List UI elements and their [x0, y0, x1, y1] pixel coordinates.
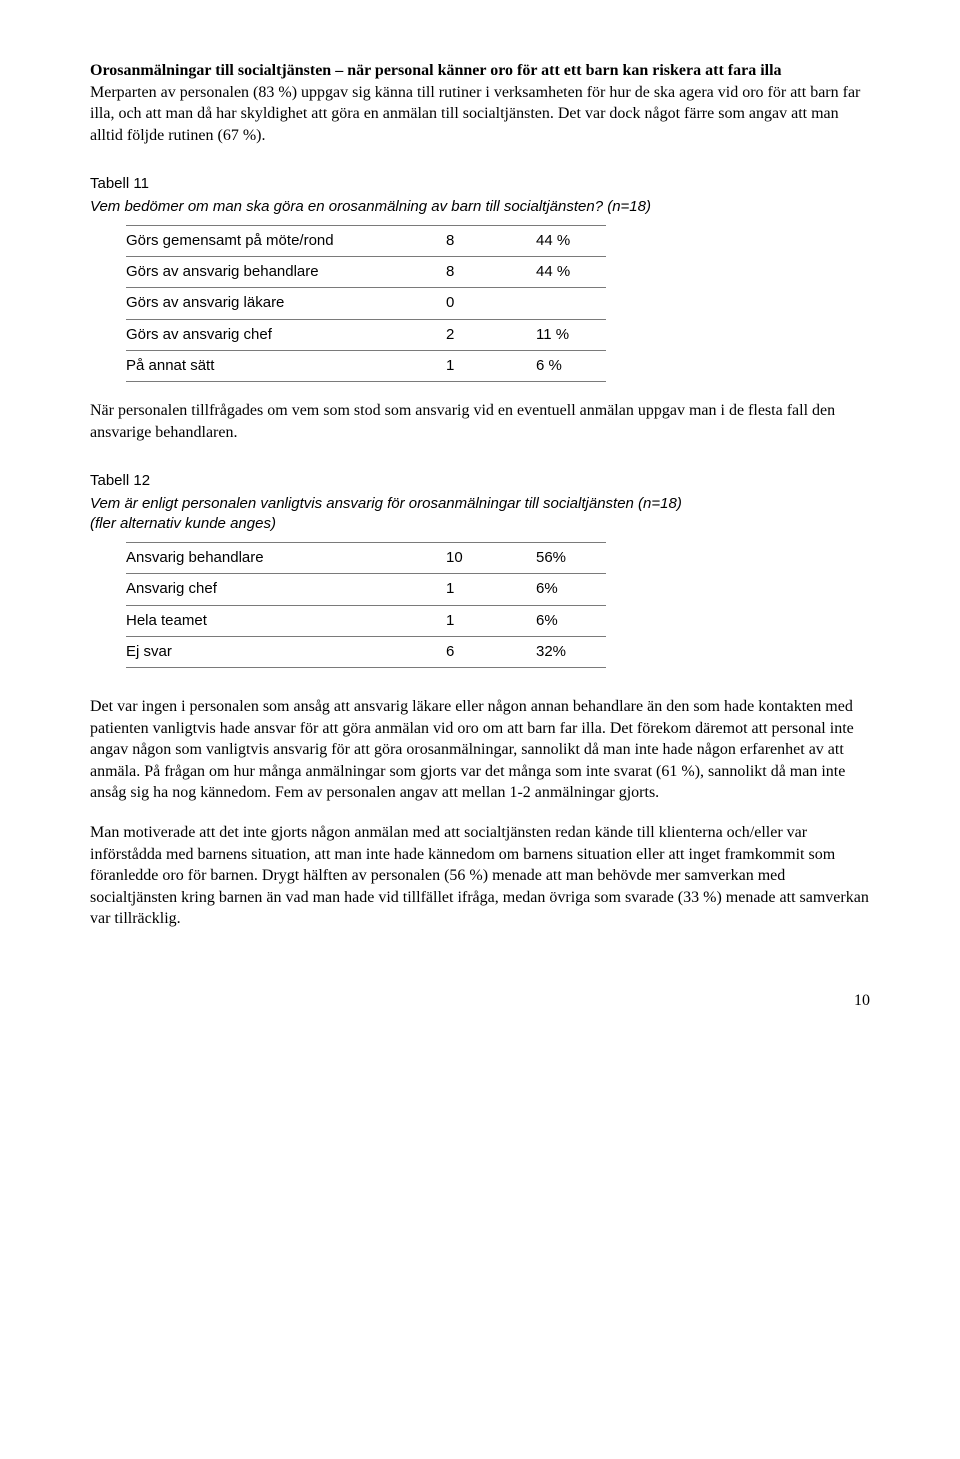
table-cell-label: Görs av ansvarig chef	[126, 319, 426, 350]
table-11-label: Tabell 11	[90, 174, 870, 194]
table-cell-label: Ansvarig chef	[126, 574, 426, 605]
table-cell-label: Görs av ansvarig läkare	[126, 288, 426, 319]
table-11-block: Tabell 11 Vem bedömer om man ska göra en…	[90, 174, 870, 382]
table-cell-pct: 56%	[516, 543, 606, 574]
table-row: Görs av ansvarig behandlare 8 44 %	[126, 257, 606, 288]
table-cell-n: 0	[426, 288, 516, 319]
table-cell-pct: 6%	[516, 574, 606, 605]
table-12-caption-line1: Vem är enligt personalen vanligtvis ansv…	[90, 495, 682, 512]
table-cell-n: 10	[426, 543, 516, 574]
table-cell-pct: 6%	[516, 605, 606, 636]
table-cell-label: Görs av ansvarig behandlare	[126, 257, 426, 288]
table-cell-pct: 44 %	[516, 257, 606, 288]
page-number: 10	[90, 990, 870, 1012]
table-cell-pct: 6 %	[516, 350, 606, 381]
table-row: Görs av ansvarig läkare 0	[126, 288, 606, 319]
table-cell-n: 8	[426, 225, 516, 256]
table-12-caption-line2: (fler alternativ kunde anges)	[90, 515, 276, 532]
table-row: På annat sätt 1 6 %	[126, 350, 606, 381]
table-cell-pct	[516, 288, 606, 319]
para-4: Man motiverade att det inte gjorts någon…	[90, 822, 870, 930]
table-row: Ansvarig behandlare 10 56%	[126, 543, 606, 574]
table-row: Ej svar 6 32%	[126, 636, 606, 667]
table-cell-label: Ansvarig behandlare	[126, 543, 426, 574]
table-12-block: Tabell 12 Vem är enligt personalen vanli…	[90, 471, 870, 668]
table-11-caption: Vem bedömer om man ska göra en orosanmäl…	[90, 197, 870, 217]
section-heading-block: Orosanmälningar till socialtjänsten – nä…	[90, 60, 870, 146]
table-cell-n: 1	[426, 574, 516, 605]
section-para-1: Merparten av personalen (83 %) uppgav si…	[90, 84, 860, 144]
table-row: Görs av ansvarig chef 2 11 %	[126, 319, 606, 350]
section-heading: Orosanmälningar till socialtjänsten – nä…	[90, 62, 782, 79]
table-cell-label: Hela teamet	[126, 605, 426, 636]
table-cell-pct: 32%	[516, 636, 606, 667]
table-row: Hela teamet 1 6%	[126, 605, 606, 636]
table-row: Görs gemensamt på möte/rond 8 44 %	[126, 225, 606, 256]
table-12: Ansvarig behandlare 10 56% Ansvarig chef…	[126, 542, 606, 668]
table-12-caption: Vem är enligt personalen vanligtvis ansv…	[90, 494, 870, 535]
table-cell-label: Ej svar	[126, 636, 426, 667]
table-cell-label: Görs gemensamt på möte/rond	[126, 225, 426, 256]
table-cell-pct: 11 %	[516, 319, 606, 350]
table-cell-n: 2	[426, 319, 516, 350]
table-cell-label: På annat sätt	[126, 350, 426, 381]
table-11: Görs gemensamt på möte/rond 8 44 % Görs …	[126, 225, 606, 382]
para-after-t11: När personalen tillfrågades om vem som s…	[90, 400, 870, 443]
table-cell-n: 1	[426, 605, 516, 636]
table-12-label: Tabell 12	[90, 471, 870, 491]
table-row: Ansvarig chef 1 6%	[126, 574, 606, 605]
table-cell-n: 8	[426, 257, 516, 288]
table-cell-n: 6	[426, 636, 516, 667]
para-3: Det var ingen i personalen som ansåg att…	[90, 696, 870, 804]
table-cell-n: 1	[426, 350, 516, 381]
table-cell-pct: 44 %	[516, 225, 606, 256]
